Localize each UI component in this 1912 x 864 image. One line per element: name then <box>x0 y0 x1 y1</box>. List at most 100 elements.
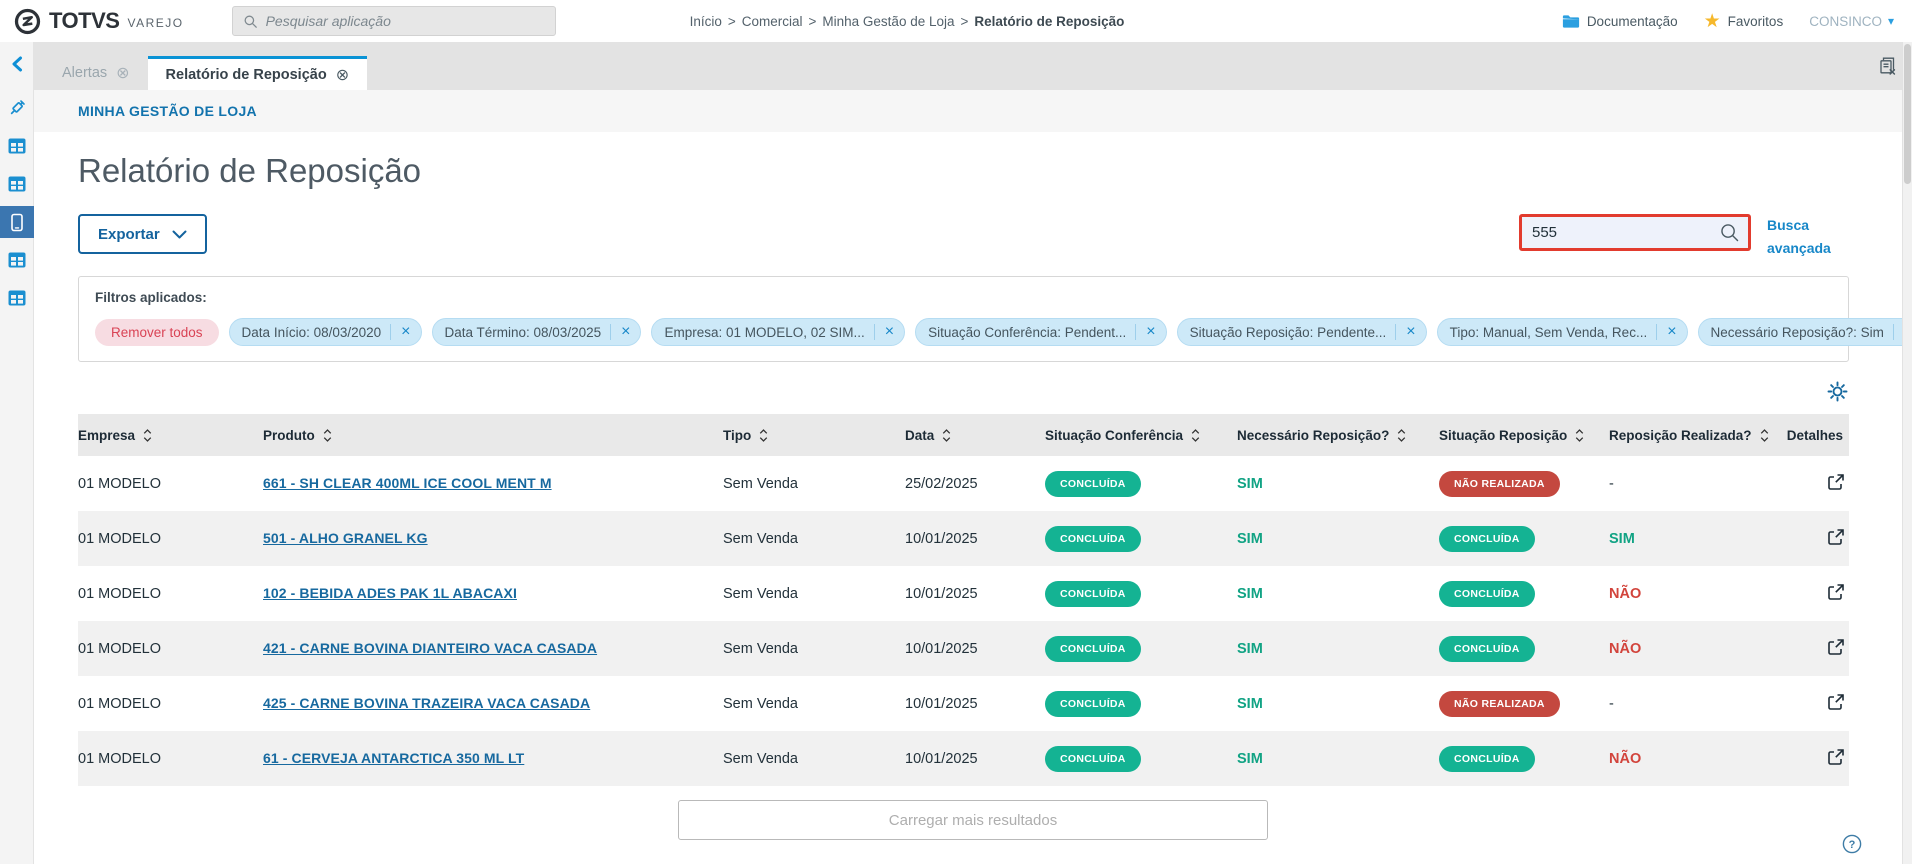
remove-all-filters-button[interactable]: Remover todos <box>95 318 219 346</box>
cell-data: 10/01/2025 <box>905 585 978 602</box>
product-link[interactable]: 61 - CERVEJA ANTARCTICA 350 ML LT <box>263 750 525 767</box>
sidebar-item-app-window[interactable] <box>0 244 34 276</box>
necessario-reposicao-value: SIM <box>1237 750 1263 767</box>
help-icon[interactable]: ? <box>1842 834 1862 854</box>
product-link[interactable]: 102 - BEBIDA ADES PAK 1L ABACAXI <box>263 585 517 602</box>
favorites-link[interactable]: ★ Favoritos <box>1704 12 1784 31</box>
breadcrumb-item[interactable]: Início <box>689 13 722 29</box>
table-settings-gear-icon[interactable] <box>1826 380 1849 403</box>
tab-relat-rio-de-reposi-o[interactable]: Relatório de Reposição ⊗ <box>147 56 368 90</box>
cell-necessario-reposicao: SIM <box>1237 566 1439 621</box>
section-link[interactable]: MINHA GESTÃO DE LOJA <box>78 103 257 119</box>
cell-detalhes <box>1784 566 1849 621</box>
report-table: Empresa Produto Tipo Data Situação Conferênc… <box>78 414 1849 787</box>
column-label: Data <box>905 427 935 443</box>
cell-data: 10/01/2025 <box>905 750 978 767</box>
vertical-scrollbar[interactable] <box>1902 42 1912 864</box>
sort-icon <box>759 428 768 442</box>
status-badge-reposicao: CONCLUÍDA <box>1439 635 1535 662</box>
filter-chip-remove-icon[interactable]: × <box>873 324 904 341</box>
scrollbar-thumb[interactable] <box>1904 44 1911 184</box>
breadcrumb-separator: > <box>808 13 817 29</box>
sidebar-collapse-button[interactable] <box>10 56 24 72</box>
page-title: Relatório de Reposição <box>78 152 422 189</box>
app-window-icon <box>8 138 26 154</box>
user-menu[interactable]: CONSINCO ▾ <box>1809 14 1894 29</box>
cell-produto: 421 - CARNE BOVINA DIANTEIRO VACA CASADA <box>263 621 723 676</box>
cell-situacao-reposicao: CONCLUÍDA <box>1439 731 1609 786</box>
folder-icon <box>1562 14 1580 29</box>
tab-close-icon[interactable]: ⊗ <box>116 65 130 82</box>
status-badge-conferencia: CONCLUÍDA <box>1045 745 1141 772</box>
tab-close-icon[interactable]: ⊗ <box>335 66 350 84</box>
product-link[interactable]: 501 - ALHO GRANEL KG <box>263 530 428 547</box>
column-header-necess-rio-reposi-o[interactable]: Necessário Reposição? <box>1237 414 1439 457</box>
status-badge-conferencia: CONCLUÍDA <box>1045 580 1141 607</box>
open-details-external-link-icon[interactable] <box>1827 583 1845 601</box>
app-window-icon <box>8 290 26 306</box>
cell-tipo: Sem Venda <box>723 640 798 657</box>
column-header-situa-o-reposi-o[interactable]: Situação Reposição <box>1439 414 1609 457</box>
cell-produto: 425 - CARNE BOVINA TRAZEIRA VACA CASADA <box>263 676 723 731</box>
status-badge-conferencia: CONCLUÍDA <box>1045 525 1141 552</box>
column-header-situa-o-confer-ncia[interactable]: Situação Conferência <box>1045 414 1237 457</box>
filter-chip-remove-icon[interactable]: × <box>1656 324 1686 341</box>
tab-alertas[interactable]: Alertas ⊗ <box>44 56 148 90</box>
table-search[interactable] <box>1519 214 1751 251</box>
column-header-reposi-o-realizada[interactable]: Reposição Realizada? <box>1609 414 1784 457</box>
open-details-external-link-icon[interactable] <box>1827 748 1845 766</box>
sidebar-item-app-window[interactable] <box>0 130 34 162</box>
documentation-link[interactable]: Documentação <box>1562 14 1678 29</box>
column-header-empresa[interactable]: Empresa <box>78 414 263 457</box>
filter-chip-label: Situação Conferência: Pendent... <box>928 324 1127 340</box>
app-search[interactable] <box>231 6 556 36</box>
table-row: 01 MODELO 102 - BEBIDA ADES PAK 1L ABACAX… <box>78 566 1849 621</box>
open-details-external-link-icon[interactable] <box>1827 473 1845 491</box>
cell-reposicao-realizada: SIM <box>1609 511 1784 566</box>
cell-tipo: Sem Venda <box>723 750 798 767</box>
column-label: Situação Reposição <box>1439 427 1568 443</box>
open-details-external-link-icon[interactable] <box>1827 693 1845 711</box>
breadcrumb: Início > Comercial > Minha Gestão de Loja > Re… <box>690 14 1125 29</box>
filter-chip-label: Tipo: Manual, Sem Venda, Rec... <box>1449 324 1648 340</box>
open-details-external-link-icon[interactable] <box>1827 528 1845 546</box>
status-badge-conferencia: CONCLUÍDA <box>1045 635 1141 662</box>
cell-empresa: 01 MODELO <box>78 695 161 712</box>
filter-chip-remove-icon[interactable]: × <box>1395 324 1425 341</box>
breadcrumb-item[interactable]: Comercial <box>741 13 803 29</box>
sidebar-item-app-window[interactable] <box>0 168 34 200</box>
sidebar-item-app-window[interactable] <box>0 282 34 314</box>
status-badge-reposicao: CONCLUÍDA <box>1439 525 1535 552</box>
sidebar-item-phone-selected[interactable] <box>0 206 34 238</box>
sidebar-item-syringe[interactable] <box>0 92 34 124</box>
open-details-external-link-icon[interactable] <box>1827 638 1845 656</box>
cell-detalhes <box>1784 676 1849 731</box>
filter-chip-label: Data Início: 08/03/2020 <box>241 324 382 340</box>
app-search-input[interactable] <box>265 13 545 29</box>
breadcrumb-item[interactable]: Minha Gestão de Loja <box>822 13 955 29</box>
filter-chip-remove-icon[interactable]: × <box>1135 324 1165 341</box>
table-search-input[interactable] <box>1532 224 1719 241</box>
advanced-search-link[interactable]: Busca avançada <box>1767 217 1831 257</box>
product-link[interactable]: 425 - CARNE BOVINA TRAZEIRA VACA CASADA <box>263 695 591 712</box>
column-header-tipo[interactable]: Tipo <box>723 414 905 457</box>
filter-chip-remove-icon[interactable]: × <box>390 324 420 341</box>
cell-situacao-reposicao: CONCLUÍDA <box>1439 621 1609 676</box>
search-icon[interactable] <box>1719 222 1740 243</box>
filter-chip: Data Término: 08/03/2025 × <box>431 318 642 347</box>
load-more-button[interactable]: Carregar mais resultados <box>678 800 1268 841</box>
column-header-data[interactable]: Data <box>905 414 1045 457</box>
column-label: Necessário Reposição? <box>1237 427 1390 443</box>
product-link[interactable]: 421 - CARNE BOVINA DIANTEIRO VACA CASADA <box>263 640 598 657</box>
sort-icon <box>1191 428 1200 442</box>
cell-necessario-reposicao: SIM <box>1237 731 1439 786</box>
filter-chip-remove-icon[interactable]: × <box>610 324 640 341</box>
applied-filters-panel: Filtros aplicados: Remover todos Data In… <box>78 276 1912 363</box>
column-header-produto[interactable]: Produto <box>263 414 723 457</box>
cell-empresa: 01 MODELO <box>78 585 161 602</box>
close-all-tabs-icon[interactable] <box>1877 56 1898 77</box>
product-link[interactable]: 661 - SH CLEAR 400ML ICE COOL MENT M <box>263 475 552 492</box>
export-button[interactable]: Exportar <box>78 214 207 254</box>
reposicao-realizada-value: SIM <box>1609 530 1635 547</box>
cell-produto: 61 - CERVEJA ANTARCTICA 350 ML LT <box>263 731 723 786</box>
